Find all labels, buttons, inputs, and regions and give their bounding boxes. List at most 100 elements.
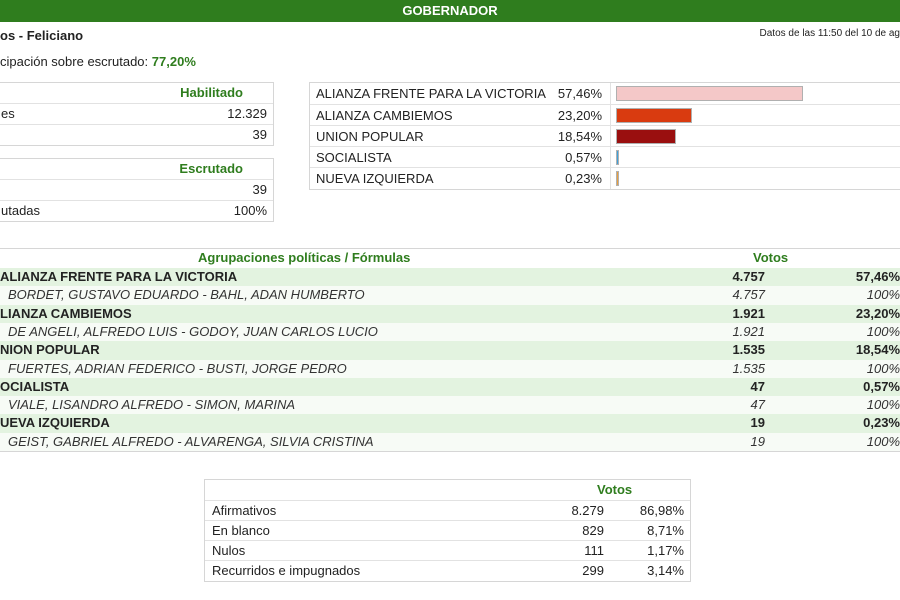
party-bar (616, 171, 619, 186)
totals-row: En blanco 829 8,71% (205, 520, 690, 541)
party-bar-name: UNION POPULAR (316, 129, 424, 144)
votes-count: 4.757 (732, 287, 765, 303)
participation-label: cipación sobre escrutado: (0, 54, 149, 69)
party-bar (616, 129, 677, 144)
party-bar (616, 150, 619, 165)
habilitado-box: Habilitado es 12.329 39 (0, 82, 274, 146)
participation-value: 77,20% (151, 54, 196, 69)
party-bar-pct: 0,23% (565, 171, 602, 186)
habilitado-row: es 12.329 (0, 103, 273, 124)
party-bar-row: ALIANZA FRENTE PARA LA VICTORIA 57,46% (310, 83, 900, 104)
party-bar-name: ALIANZA FRENTE PARA LA VICTORIA (316, 86, 546, 101)
escrutado-box: Escrutado 39 utadas 100% (0, 158, 274, 222)
party-row: ALIANZA FRENTE PARA LA VICTORIA 4.757 57,4… (0, 268, 900, 287)
totals-table: Votos Afirmativos 8.279 86,98% En blanco 829… (204, 479, 691, 582)
party-row: NION POPULAR 1.535 18,54% (0, 341, 900, 360)
party-name: LIANZA CAMBIEMOS (0, 305, 132, 321)
party-bar-pct: 23,20% (557, 108, 602, 123)
results-table: Agrupaciones políticas / Fórmulas Votos … (0, 248, 900, 452)
votes-pct: 100% (866, 323, 900, 339)
habilitado-row: 39 (0, 124, 273, 145)
votes-count: 1.535 (732, 342, 765, 358)
escrutado-row: 39 (0, 179, 273, 200)
candidate-row: DE ANGELI, ALFREDO LUIS - GODOY, JUAN CA… (0, 322, 900, 342)
candidate-row: VIALE, LISANDRO ALFREDO - SIMON, MARINA 4… (0, 396, 900, 415)
votes-pct: 57,46% (855, 269, 900, 284)
votes-count: 47 (750, 378, 765, 394)
totals-pct: 8,71% (647, 523, 684, 538)
party-name: NION POPULAR (0, 342, 100, 358)
candidate-row: GEIST, GABRIEL ALFREDO - ALVARENGA, SILV… (0, 432, 900, 452)
column-divider (610, 105, 611, 126)
totals-votes: 111 (584, 543, 604, 558)
candidate-row: BORDET, GUSTAVO EDUARDO - BAHL, ADAN HUM… (0, 286, 900, 305)
escrutado-header: Escrutado (179, 161, 243, 176)
habilitado-row-value: 39 (252, 127, 267, 142)
results-col-agrupaciones: Agrupaciones políticas / Fórmulas (198, 250, 411, 265)
votes-count: 47 (750, 397, 765, 413)
party-bar-pct: 18,54% (557, 129, 602, 144)
votes-count: 1.921 (732, 323, 765, 339)
candidate-formula: FUERTES, ADRIAN FEDERICO - BUSTI, JORGE … (8, 360, 347, 376)
totals-label: En blanco (212, 523, 270, 538)
party-bar-name: NUEVA IZQUIERDA (316, 171, 434, 186)
habilitado-row-label: es (1, 106, 15, 121)
candidate-formula: VIALE, LISANDRO ALFREDO - SIMON, MARINA (8, 397, 296, 413)
escrutado-row-value: 100% (233, 203, 267, 218)
party-row: LIANZA CAMBIEMOS 1.921 23,20% (0, 304, 900, 323)
votes-pct: 100% (866, 287, 900, 303)
totals-row: Nulos 111 1,17% (205, 540, 690, 561)
totals-label: Recurridos e impugnados (212, 563, 361, 578)
totals-votes: 829 (582, 523, 604, 538)
escrutado-row: utadas 100% (0, 200, 273, 221)
party-name: UEVA IZQUIERDA (0, 415, 110, 431)
votes-pct: 100% (866, 397, 900, 413)
votes-count: 19 (750, 433, 765, 449)
votes-pct: 23,20% (855, 305, 900, 321)
party-bar-pct: 0,57% (565, 150, 602, 165)
column-divider (610, 147, 611, 168)
party-bar-row: SOCIALISTA 0,57% (310, 146, 900, 168)
results-col-votos: Votos (753, 250, 789, 265)
column-divider (610, 168, 611, 189)
totals-row: Recurridos e impugnados 299 3,14% (205, 560, 690, 581)
party-bar (616, 86, 804, 101)
habilitado-header: Habilitado (180, 85, 243, 100)
candidate-formula: BORDET, GUSTAVO EDUARDO - BAHL, ADAN HUM… (8, 287, 365, 303)
votes-count: 19 (750, 415, 765, 431)
totals-label: Nulos (212, 543, 246, 558)
party-name: ALIANZA FRENTE PARA LA VICTORIA (0, 269, 238, 284)
party-bar-row: UNION POPULAR 18,54% (310, 125, 900, 147)
party-row: OCIALISTA 47 0,57% (0, 377, 900, 397)
candidate-formula: GEIST, GABRIEL ALFREDO - ALVARENGA, SILV… (8, 433, 374, 449)
data-timestamp: Datos de las 11:50 del 10 de ag (759, 28, 900, 39)
party-bars-box: ALIANZA FRENTE PARA LA VICTORIA 57,46% ALI… (309, 82, 900, 190)
party-bar-name: SOCIALISTA (316, 150, 392, 165)
candidate-row: FUERTES, ADRIAN FEDERICO - BUSTI, JORGE … (0, 359, 900, 378)
header-title: GOBERNADOR (402, 3, 498, 18)
escrutado-row-label: utadas (1, 203, 41, 218)
votes-pct: 0,23% (863, 415, 900, 431)
totals-header-row: Votos (205, 480, 690, 500)
page-header: GOBERNADOR (0, 0, 900, 22)
escrutado-header-row: Escrutado (0, 159, 273, 179)
party-bar-name: ALIANZA CAMBIEMOS (316, 108, 453, 123)
party-name: OCIALISTA (0, 378, 70, 394)
participation-line: cipación sobre escrutado: 77,20% (0, 54, 196, 69)
totals-col-votos: Votos (597, 482, 633, 497)
column-divider (610, 83, 611, 104)
votes-pct: 100% (866, 433, 900, 449)
column-divider (610, 126, 611, 147)
habilitado-header-row: Habilitado (0, 83, 273, 103)
votes-count: 1.921 (732, 305, 765, 321)
votes-pct: 0,57% (863, 378, 900, 394)
location-title: os - Feliciano (0, 28, 84, 43)
votes-count: 4.757 (732, 269, 765, 284)
habilitado-row-value: 12.329 (227, 106, 267, 121)
party-bar (616, 108, 692, 123)
totals-votes: 299 (582, 563, 604, 578)
candidate-formula: DE ANGELI, ALFREDO LUIS - GODOY, JUAN CA… (8, 323, 378, 339)
party-bar-row: ALIANZA CAMBIEMOS 23,20% (310, 104, 900, 126)
votes-pct: 100% (866, 360, 900, 376)
totals-votes: 8.279 (571, 503, 604, 518)
